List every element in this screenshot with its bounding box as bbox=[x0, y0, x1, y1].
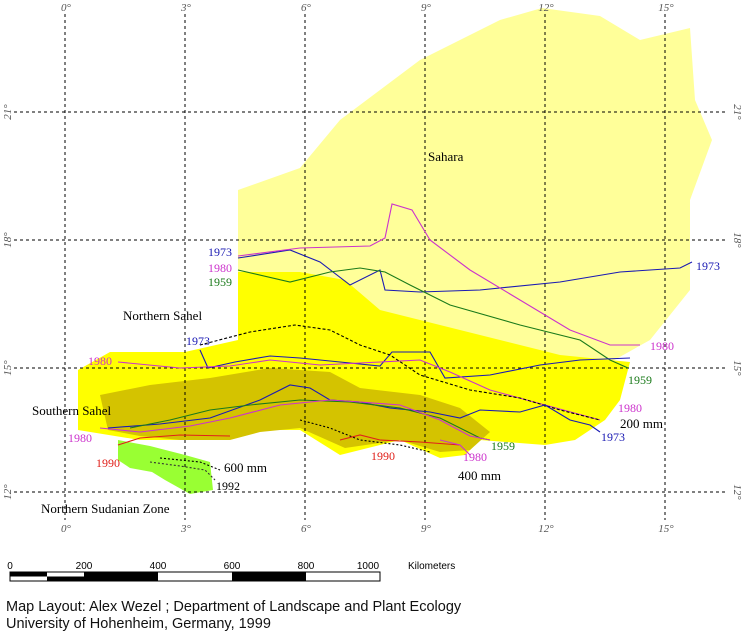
scale-bar-segment bbox=[84, 572, 158, 581]
lon-label-15-bottom: 15° bbox=[658, 523, 674, 535]
lon-label-12-bottom: 12° bbox=[538, 523, 554, 535]
scale-bar-segment bbox=[10, 572, 47, 577]
label-400mm: 400 mm bbox=[458, 468, 501, 483]
year-label-1973-se: 1973 bbox=[601, 430, 625, 444]
vegetation-zone-map: 0° 3° 6° 9° 12° 15° 0° 3° 6° 9° 12° 15° … bbox=[2, 2, 743, 582]
lon-label-3-bottom: 3° bbox=[180, 523, 192, 535]
lon-label-0-top: 0° bbox=[61, 2, 72, 14]
year-label-1973-ne: 1973 bbox=[696, 259, 720, 273]
lon-label-6-top: 6° bbox=[301, 2, 312, 14]
label-northern-sudanian-zone: Northern Sudanian Zone bbox=[41, 501, 170, 516]
lon-label-9-bottom: 9° bbox=[421, 523, 432, 535]
lat-label-18-left: 18° bbox=[2, 232, 14, 248]
year-label-1980-sahel-w: 1980 bbox=[88, 354, 112, 368]
lon-label-15-top: 15° bbox=[658, 2, 674, 14]
year-label-1973-nw: 1973 bbox=[208, 245, 232, 259]
lat-label-15-right: 15° bbox=[731, 360, 743, 376]
scale-tick-400: 400 bbox=[150, 561, 167, 572]
credit-line-1: Map Layout: Alex Wezel ; Department of L… bbox=[6, 599, 462, 615]
year-label-1973-sahel: 1973 bbox=[186, 334, 210, 348]
lat-label-21-left: 21° bbox=[2, 104, 14, 120]
year-label-1980-se: 1980 bbox=[618, 401, 642, 415]
isohyet-1990-east bbox=[339, 434, 461, 446]
label-southern-sahel: Southern Sahel bbox=[32, 403, 111, 418]
label-northern-sahel: Northern Sahel bbox=[123, 308, 202, 323]
credit-line-2: University of Hohenheim, Germany, 1999 bbox=[6, 616, 271, 632]
lat-label-12-right: 12° bbox=[731, 484, 743, 500]
year-label-1990-s: 1990 bbox=[371, 449, 395, 463]
isohyet-1973-north bbox=[237, 249, 693, 293]
sudanian-zone bbox=[118, 440, 213, 494]
year-label-1980-e: 1980 bbox=[650, 339, 674, 353]
year-label-1959-nw: 1959 bbox=[208, 275, 232, 289]
sahara-zone bbox=[238, 8, 712, 368]
lat-label-21-right: 21° bbox=[731, 104, 743, 120]
label-sahara: Sahara bbox=[428, 149, 464, 164]
year-label-1980-s: 1980 bbox=[463, 450, 487, 464]
scale-tick-200: 200 bbox=[76, 561, 93, 572]
isohyet-1980-mid bbox=[117, 359, 601, 421]
year-label-1980-nw: 1980 bbox=[208, 261, 232, 275]
lat-label-15-left: 15° bbox=[2, 360, 14, 376]
lon-label-9-top: 9° bbox=[421, 2, 432, 14]
scale-bar bbox=[9, 571, 381, 582]
label-200mm: 200 mm bbox=[620, 416, 663, 431]
scale-tick-0: 0 bbox=[7, 561, 13, 572]
isohyet-400mm bbox=[299, 419, 431, 453]
isohyet-1980-east-tip bbox=[439, 439, 471, 456]
scale-unit: Kilometers bbox=[408, 561, 455, 572]
scale-bar-segment bbox=[232, 572, 306, 581]
scale-bar-segment bbox=[47, 576, 84, 581]
isohyet-1980-north bbox=[237, 203, 640, 346]
isohyet-1973-mid bbox=[199, 349, 631, 379]
isohyet-600mm bbox=[159, 457, 221, 471]
isohyet-1959-north bbox=[237, 267, 629, 369]
lon-label-0-bottom: 0° bbox=[61, 523, 72, 535]
scale-tick-800: 800 bbox=[298, 561, 315, 572]
year-label-1959-s: 1959 bbox=[491, 439, 515, 453]
isohyet-200mm bbox=[199, 324, 601, 421]
lon-label-12-top: 12° bbox=[538, 2, 554, 14]
lon-label-6-bottom: 6° bbox=[301, 523, 312, 535]
lat-label-12-left: 12° bbox=[2, 484, 14, 500]
lon-label-3-top: 3° bbox=[180, 2, 192, 14]
year-label-1959-e: 1959 bbox=[628, 373, 652, 387]
isohyet-1990-west bbox=[117, 434, 231, 446]
scale-tick-600: 600 bbox=[224, 561, 241, 572]
southern-sahel-zone bbox=[100, 368, 490, 452]
graticule bbox=[14, 14, 728, 520]
scale-tick-1000: 1000 bbox=[357, 561, 380, 572]
year-label-1990-sw: 1990 bbox=[96, 456, 120, 470]
year-label-1980-sw: 1980 bbox=[68, 431, 92, 445]
lat-label-18-right: 18° bbox=[731, 232, 743, 248]
label-600mm: 600 mm bbox=[224, 460, 267, 475]
isohyet-1980-south bbox=[99, 399, 491, 441]
year-label-1992: 1992 bbox=[216, 479, 240, 493]
